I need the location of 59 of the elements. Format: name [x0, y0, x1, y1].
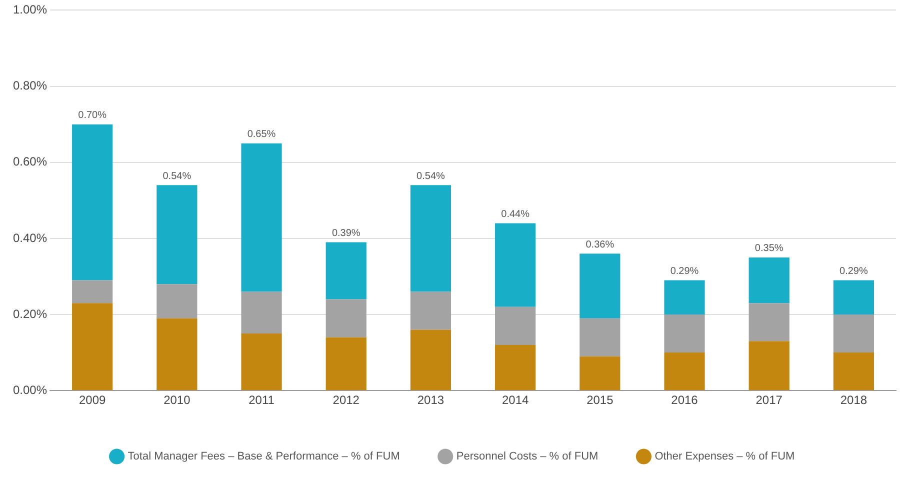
x-tick-label: 2017: [756, 393, 783, 408]
y-tick-label: 1.00%: [12, 2, 48, 17]
bar: [326, 242, 366, 300]
bar: [326, 337, 366, 390]
total-label: 0.54%: [416, 170, 445, 182]
y-tick-label: 0.60%: [12, 154, 48, 169]
bar: [664, 280, 705, 315]
bar: [156, 284, 198, 318]
x-tick-label: 2018: [840, 393, 868, 408]
y-tick-label: 0.40%: [12, 230, 48, 245]
bar: [410, 292, 452, 330]
bar: [241, 292, 282, 334]
total-label: 0.54%: [162, 170, 192, 182]
bar: [241, 143, 282, 292]
total-label: 0.29%: [670, 266, 699, 278]
bar: [664, 352, 705, 390]
bar: [326, 299, 366, 338]
bar: [748, 257, 790, 304]
total-label: 0.29%: [840, 266, 868, 278]
bar: [72, 303, 113, 390]
bar: [410, 330, 452, 390]
x-tick-label: 2012: [332, 393, 360, 408]
bar: [748, 341, 790, 390]
total-label: 0.35%: [754, 243, 784, 254]
legend-label: Other Expenses – % of FUM: [654, 450, 795, 463]
bar: [580, 254, 620, 318]
bar: [580, 356, 620, 390]
bar: [495, 344, 536, 390]
bar: [156, 185, 198, 284]
bar: [410, 185, 452, 292]
x-tick-label: 2016: [671, 393, 698, 408]
bar: [748, 303, 790, 342]
total-label: 0.36%: [586, 239, 614, 250]
bar: [72, 124, 113, 280]
bar: [241, 334, 282, 390]
x-tick-label: 2013: [417, 393, 444, 408]
y-tick-label: 0.80%: [12, 78, 48, 93]
bar: [833, 314, 874, 353]
x-tick-label: 2014: [502, 393, 529, 408]
bar: [580, 318, 620, 356]
bar: [495, 223, 536, 307]
y-tick-label: 0.00%: [12, 382, 48, 397]
x-tick-label: 2011: [248, 393, 275, 408]
x-tick-label: 2009: [78, 393, 106, 408]
bar: [833, 280, 874, 315]
bar: [833, 352, 874, 390]
bar: [156, 318, 198, 390]
total-label: 0.44%: [501, 208, 530, 220]
y-tick-label: 0.20%: [12, 306, 48, 321]
legend-label: Total Manager Fees – Base & Performance – % of FUM: [128, 450, 400, 463]
total-label: 0.70%: [78, 110, 107, 122]
x-tick-label: 2015: [586, 393, 614, 408]
total-label: 0.39%: [332, 228, 360, 239]
bar: [495, 306, 536, 345]
bar: [664, 314, 705, 353]
x-tick-label: 2010: [164, 393, 191, 408]
legend-label: Personnel Costs – % of FUM: [456, 450, 598, 463]
bar: [72, 280, 113, 304]
total-label: 0.65%: [247, 129, 276, 140]
